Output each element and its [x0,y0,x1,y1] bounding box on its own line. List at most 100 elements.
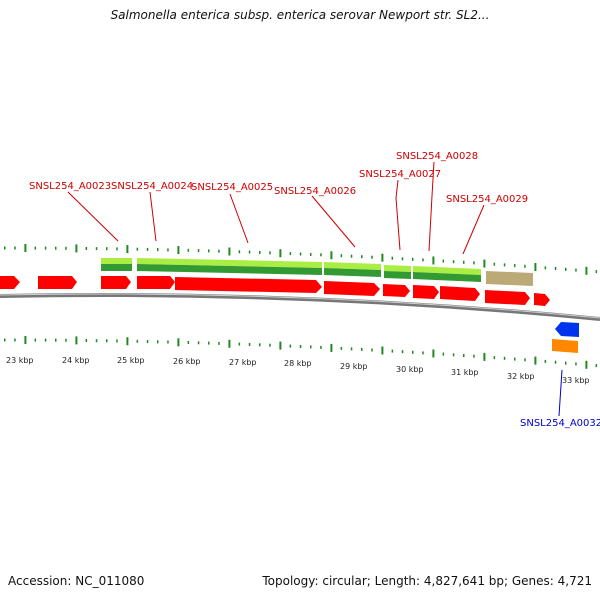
scale-tick-mark [228,247,231,256]
gene-track [0,276,550,306]
gene-labels: SNSL254_A0023 SNSL254_A0024 SNSL254_A002… [29,151,600,429]
scale-tick-mark [452,353,455,357]
scale-tick-mark [4,246,6,250]
scale-tick-mark [55,246,57,250]
scale-tick-mark [55,338,57,342]
scale-tick-mark [279,341,282,350]
scale-tick-mark [565,267,567,271]
scale-tick-mark [279,249,282,258]
scale-tick-mark [116,339,118,343]
scale-tick-mark [106,339,108,343]
scale-tick-mark [44,246,47,250]
gene-arrow [38,276,77,289]
scale-tick-mark [493,262,496,266]
scale-tick-mark [585,360,588,369]
green-feature-block [137,264,322,275]
scale-tick-mark [14,338,16,342]
scale-tick-mark [463,354,465,357]
scale-tick-mark [442,352,445,356]
gene-label: SNSL254_A0027 [359,169,441,180]
scale-tick-mark [381,346,384,355]
scale-tick-mark [401,350,404,354]
lower-tick-track [4,336,598,369]
gene-label: SNSL254_A0026 [274,186,356,197]
leader-line [311,195,356,248]
scale-tick-mark [4,338,6,342]
scale-tick-mark [432,349,435,358]
scale-tick-mark [218,341,220,345]
scale-tick-mark [75,244,78,253]
feature-track-green [101,258,533,286]
scale-tick-label: 30 kbp [396,365,424,374]
scale-tick-mark [65,246,67,250]
scale-tick-mark [197,249,200,253]
gene-label: SNSL254_A0025 [191,182,273,193]
scale-tick-mark [473,354,475,358]
scale-tick-label: 24 kbp [62,356,90,365]
orange-feature-block [552,339,578,353]
gene-label: SNSL254_A0029 [446,194,528,205]
scale-tick-label: 27 kbp [229,358,257,367]
green-feature-block [413,272,481,282]
scale-tick-label: 23 kbp [6,356,34,365]
scale-tick-mark [44,338,47,342]
scale-tick-mark [534,356,537,365]
scale-tick-mark [503,356,506,360]
scale-labels: 23 kbp 24 kbp 25 kbp 26 kbp 27 kbp 28 kb… [6,356,590,385]
scale-tick-mark [208,341,210,345]
scale-tick-mark [238,342,241,346]
scale-tick-mark [534,263,537,271]
scale-tick-mark [544,266,547,270]
leader-line [67,191,119,242]
scale-tick-mark [167,248,169,252]
scale-tick-mark [381,253,384,262]
green-feature-block [324,262,381,270]
scale-tick-mark [146,247,149,251]
green-feature-block [324,268,381,277]
green-feature-block [384,271,411,279]
reverse-feature-track [552,322,579,353]
scale-tick-mark [34,338,37,342]
scale-tick-mark [361,347,363,351]
scale-tick-mark [34,246,37,250]
scale-tick-mark [544,359,547,363]
leader-line [428,161,435,252]
scale-tick-mark [289,252,292,256]
green-feature-block [101,258,132,264]
scale-tick-mark [259,343,261,347]
topology-text: Topology: circular; Length: 4,827,641 bp… [262,574,592,588]
scale-tick-mark [248,250,251,254]
scale-tick-mark [524,358,526,362]
scale-tick-mark [391,349,394,353]
scale-tick-mark [238,250,241,254]
gene-arrow [137,276,175,289]
scale-tick-mark [371,348,373,352]
leader-line [462,204,485,255]
gene-arrow [413,285,439,299]
scale-tick-mark [248,343,251,346]
scale-tick-mark [65,338,67,342]
scale-tick-mark [422,258,424,262]
scale-tick-mark [340,346,343,350]
scale-tick-mark [554,267,557,270]
scale-tick-mark [473,261,475,265]
scale-tick-mark [310,345,312,349]
scale-tick-label: 31 kbp [451,368,479,377]
khaki-feature-block [486,271,533,286]
scale-tick-mark [330,343,333,352]
scale-tick-mark [177,338,180,347]
upper-tick-track [4,244,598,275]
scale-tick-mark [412,257,414,261]
scale-tick-mark [483,259,486,268]
scale-tick-mark [259,251,261,254]
genome-backbone-highlight [0,293,600,319]
scale-tick-mark [350,254,353,258]
scale-tick-mark [340,254,343,258]
scale-tick-label: 29 kbp [340,362,368,371]
scale-tick-mark [289,344,292,348]
gene-arrow [101,276,131,289]
scale-tick-mark [320,253,322,257]
scale-tick-mark [554,360,557,364]
scale-tick-mark [146,340,149,344]
